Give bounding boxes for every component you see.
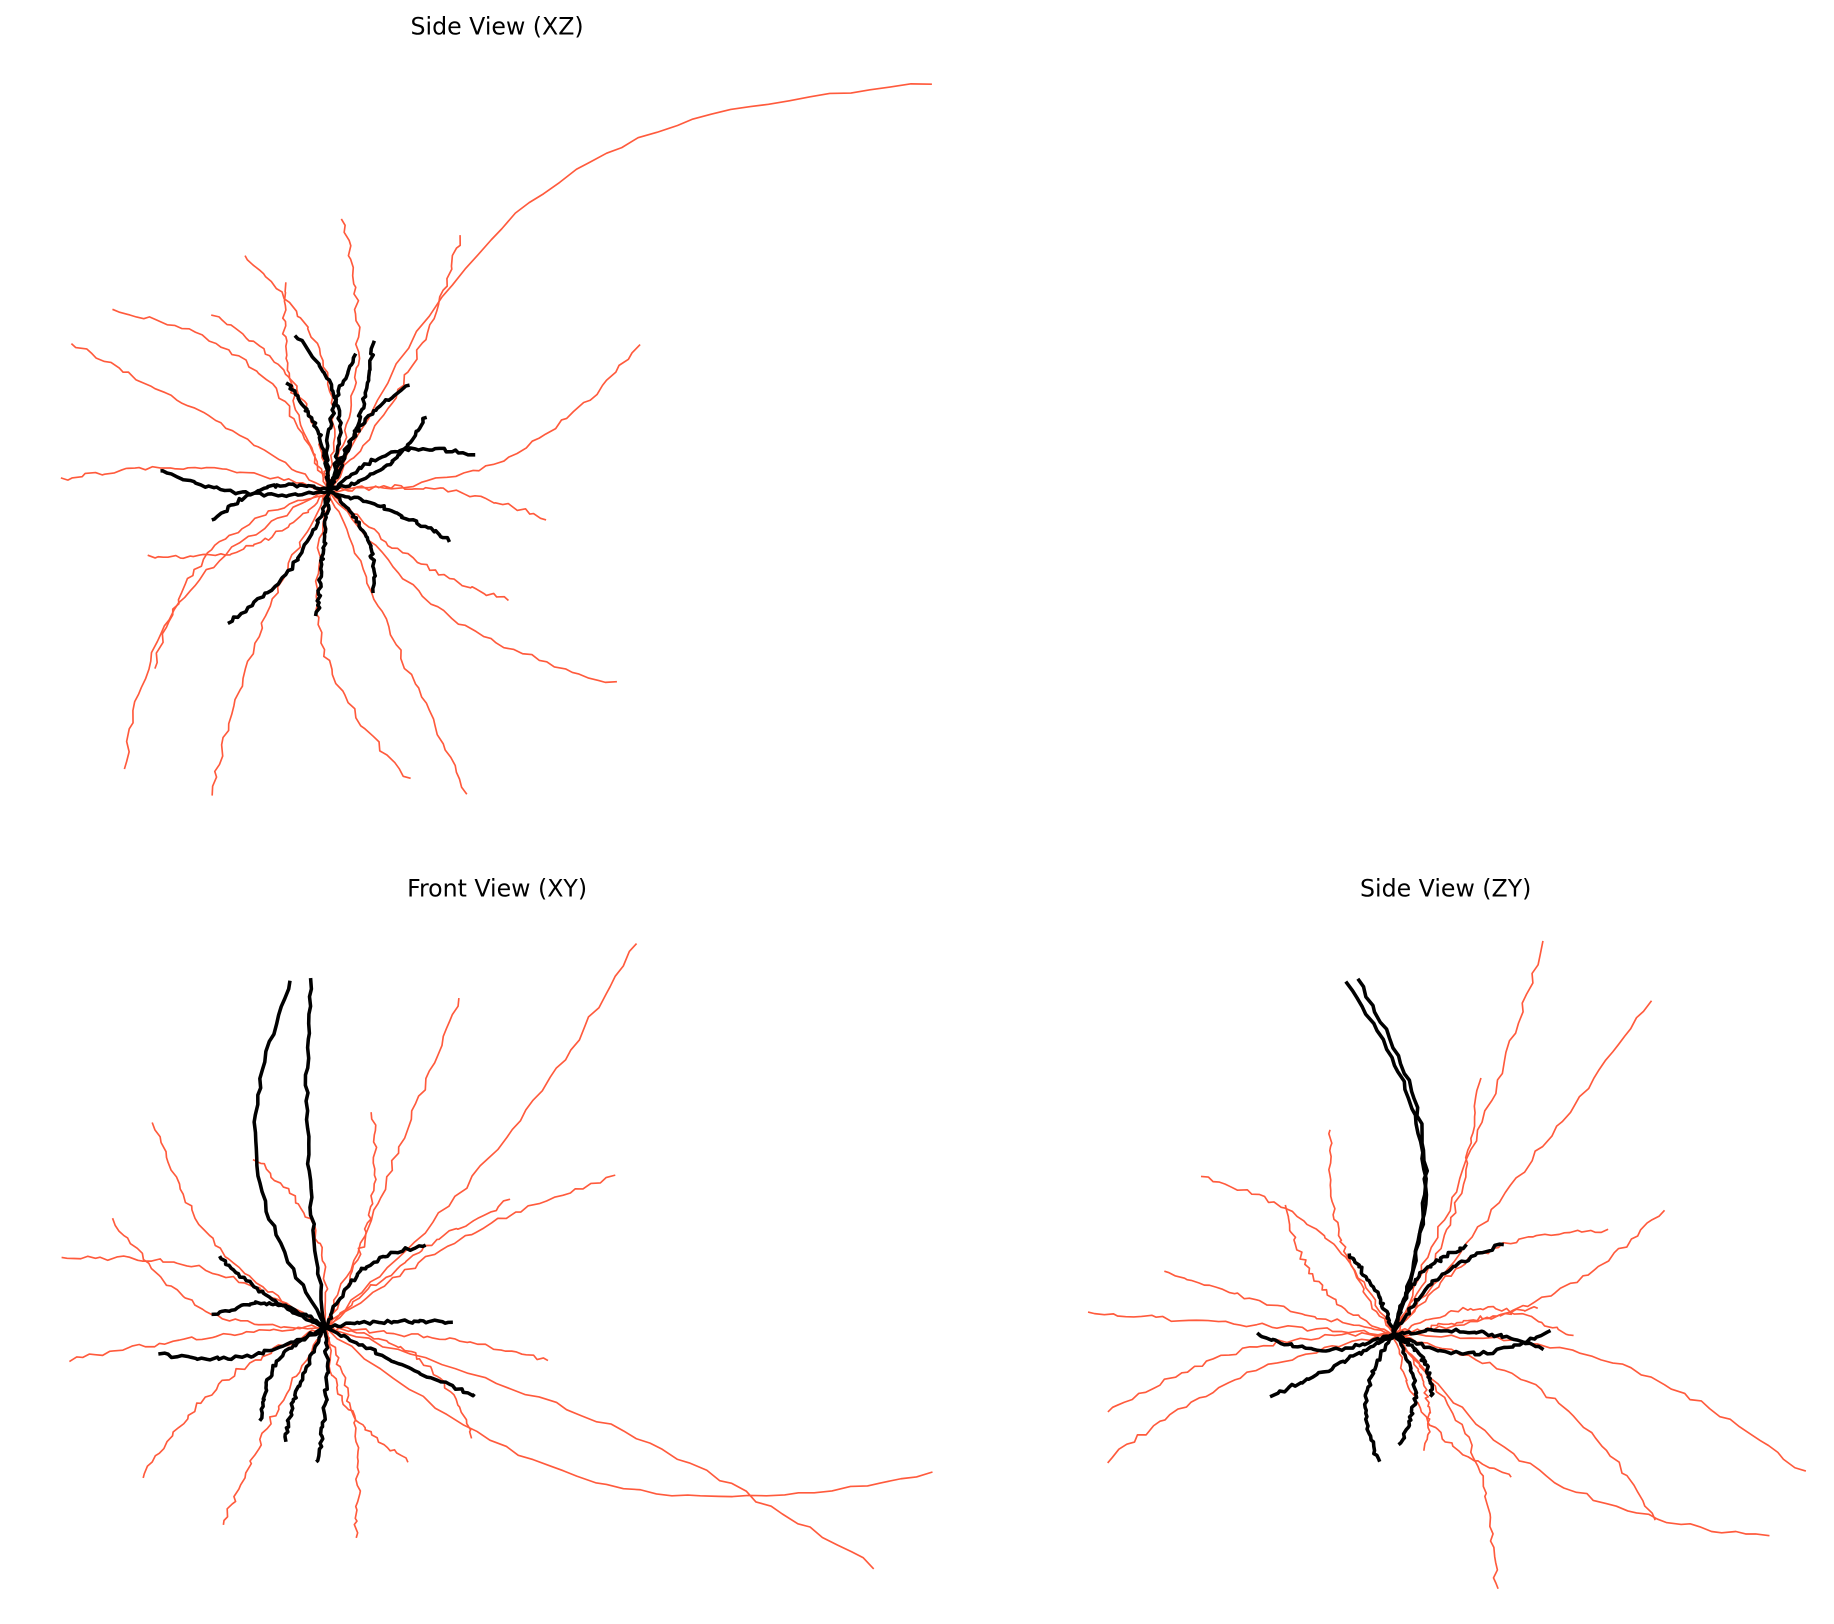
dendrite-branch <box>315 1325 331 1464</box>
axon-branch <box>1392 1334 1512 1478</box>
axon-branch <box>112 308 330 492</box>
dendrite-branch <box>211 482 331 522</box>
axon-branch <box>1107 1331 1394 1413</box>
dendrite-branch <box>325 1318 453 1329</box>
dendrite-branch <box>324 1243 427 1329</box>
axon-branch <box>70 342 330 492</box>
axon-branch <box>329 484 547 521</box>
axon-branch <box>325 1324 549 1362</box>
panel-xz <box>60 83 932 796</box>
axon-branch <box>61 1255 326 1328</box>
dendrite-branch <box>327 446 476 493</box>
axon-branch <box>328 490 510 602</box>
panel-xy <box>61 942 933 1570</box>
dendrite-branch <box>1393 1332 1419 1447</box>
axon-branch <box>211 490 330 796</box>
dendrite-branch <box>1347 1253 1396 1335</box>
axon-branch <box>328 218 361 492</box>
axon-branch <box>1392 1333 1432 1451</box>
dendrite-branch <box>158 1325 327 1362</box>
axon-branch <box>1393 1209 1666 1335</box>
axon-branch <box>1164 1270 1394 1336</box>
dendrite-branch <box>327 340 377 493</box>
axon-branch <box>1328 1129 1395 1335</box>
dendrite-branch <box>293 334 343 492</box>
axon-branch <box>1284 1204 1394 1336</box>
dendrite-branch <box>252 980 328 1328</box>
dendrite-branch <box>1255 1331 1395 1353</box>
axon-branch <box>1393 1333 1656 1521</box>
axon-branch <box>314 490 411 780</box>
axon-branch <box>323 1326 409 1463</box>
dendrite-branch <box>1393 1328 1552 1357</box>
dendrite-branch <box>160 468 330 499</box>
axon-branch <box>328 235 462 492</box>
axon-branch <box>328 490 468 795</box>
axon-branch <box>1200 1175 1395 1335</box>
panel-title-xz: Side View (XZ) <box>411 12 584 40</box>
panel-title-zy: Side View (ZY) <box>1360 875 1531 903</box>
axon-branch <box>1393 1333 1770 1537</box>
axon-branch <box>111 1217 326 1330</box>
dendrite-branch <box>313 490 331 617</box>
panel-title-xy: Front View (XY) <box>407 875 587 903</box>
axon-branch <box>151 1122 326 1328</box>
axon-branch <box>68 1326 326 1363</box>
dendrite-branch <box>328 489 378 594</box>
panel-zy <box>1087 940 1807 1590</box>
dendrite-branch <box>327 415 428 492</box>
axon-branch <box>211 314 330 492</box>
dendrite-branch <box>1391 1242 1504 1335</box>
axon-branch <box>1393 1305 1574 1337</box>
dendrite-branch <box>283 1326 328 1443</box>
axon-branch <box>325 1326 933 1498</box>
axon-branch <box>60 465 330 492</box>
dendrite-branch <box>1362 1333 1396 1463</box>
axon-branch <box>325 1198 511 1328</box>
dendrite-branch <box>303 977 328 1328</box>
axon-branch <box>244 255 336 492</box>
axon-branch <box>123 490 330 770</box>
axon-branch <box>324 942 638 1328</box>
dendrite-branch <box>1392 1332 1435 1398</box>
dendrite-branch <box>211 1300 327 1329</box>
axon-branch <box>324 997 460 1328</box>
dendrite-branch <box>324 352 358 492</box>
dendrite-branch <box>1356 977 1430 1335</box>
axon-branch <box>252 1158 329 1328</box>
dendrite-branch <box>1393 1327 1545 1352</box>
dendrite-branch <box>227 490 331 626</box>
dendrite-branch <box>1391 1243 1468 1335</box>
axon-branch <box>281 282 330 492</box>
dendrite-branch <box>1269 1332 1395 1399</box>
axon-branch <box>147 490 330 560</box>
axon-branch <box>328 83 932 492</box>
axon-branch <box>1393 1333 1499 1590</box>
dendrite-branch <box>258 1325 327 1422</box>
axon-branch <box>1393 1305 1539 1335</box>
axon-branch <box>1393 1228 1609 1335</box>
axon-branch <box>325 1326 875 1570</box>
axon-branch <box>329 343 641 493</box>
dendrite-branch <box>327 383 410 492</box>
axon-branch <box>142 1326 327 1479</box>
dendrite-branch <box>324 1325 476 1398</box>
axon-branch <box>1392 1077 1482 1335</box>
dendrite-branch <box>218 1255 326 1329</box>
dendrite-branch <box>328 489 452 543</box>
axon-branch <box>1107 1333 1394 1464</box>
axon-branch <box>1392 940 1544 1335</box>
axon-branch <box>154 490 330 669</box>
axon-branch <box>325 1174 616 1328</box>
axon-branch <box>1087 1311 1394 1336</box>
axon-branch <box>325 1326 473 1439</box>
axon-branch <box>324 1327 362 1539</box>
axon-branch <box>1393 1333 1807 1472</box>
